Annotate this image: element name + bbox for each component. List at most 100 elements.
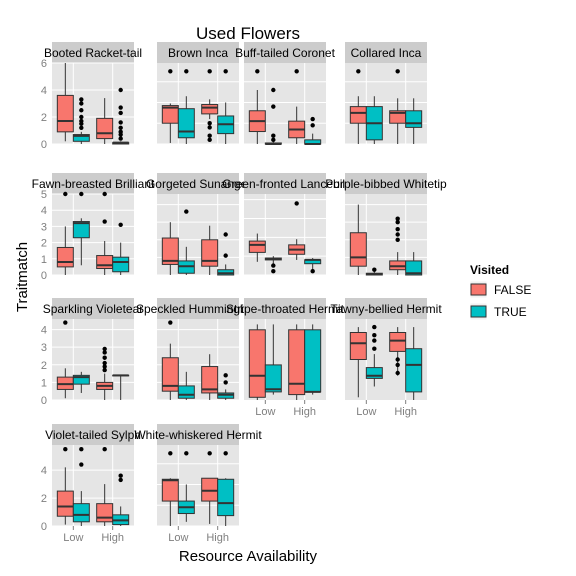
facet-strip (52, 424, 134, 445)
outlier-point (271, 104, 276, 109)
outlier-point (223, 69, 228, 74)
box-body (264, 364, 282, 393)
box-high-true (217, 451, 235, 526)
legend-label-true: TRUE (494, 305, 527, 319)
legend-label-false: FALSE (494, 283, 531, 297)
box-low-true (264, 87, 282, 145)
legend-key-true (470, 305, 487, 318)
outlier-point (207, 133, 212, 138)
outlier-point (356, 69, 361, 74)
facet-strip-label: Purple-bibbed Whitetip (325, 177, 447, 191)
outlier-point (79, 118, 84, 124)
y-tick-label: 3 (41, 221, 47, 233)
facet-strip-label: Stripe-throated Hermit (226, 302, 345, 316)
box-high-true (217, 373, 235, 400)
outlier-point (79, 125, 84, 130)
facet-panel-stripe-throated-hermit: Stripe-throated Hermit Low High (226, 298, 345, 418)
y-tick-label: 0 (41, 270, 47, 282)
box-high-false (288, 69, 306, 144)
facet-strip (244, 42, 326, 63)
box-body (288, 329, 306, 396)
box-high-false (288, 201, 306, 260)
box-high-true (405, 252, 423, 276)
box-low-false (161, 451, 179, 526)
outlier-point (79, 114, 84, 120)
facet-strip-label: Tawny-bellied Hermit (330, 302, 442, 316)
box-high-false (96, 446, 114, 526)
box-low-false (56, 63, 74, 142)
outlier-point (184, 209, 189, 214)
box-body (96, 117, 114, 140)
outlier-point (118, 125, 123, 130)
y-tick-label: 4 (41, 85, 47, 97)
box-body (177, 108, 195, 139)
y-tick-label: 4 (41, 325, 47, 337)
box-body (72, 503, 90, 523)
outlier-point (102, 360, 107, 366)
box-high-true (112, 374, 130, 400)
box-low-false (161, 69, 179, 143)
facet-strip (345, 173, 427, 194)
box-low-true (72, 191, 90, 266)
panel-background (345, 63, 427, 144)
box-low-false (56, 446, 74, 525)
facet-strip-label: Violet-tailed Sylph (45, 428, 141, 442)
box-high-true (217, 69, 235, 144)
facet-panel-violet-tailed-sylph: Violet-tailed Sylph 0 2 4 Low High (41, 424, 141, 544)
x-tick-label: Low (63, 532, 83, 544)
y-tick-label: 3 (41, 342, 47, 354)
box-low-true (72, 97, 90, 144)
chart-title: Used Flowers (196, 24, 300, 43)
box-body (112, 256, 130, 273)
box-high-true (112, 473, 130, 526)
box-low-false (161, 320, 179, 400)
x-tick-label: Low (356, 406, 376, 418)
box-body (201, 104, 219, 115)
box-low-true (264, 324, 282, 395)
facet-strip-label: Green-fronted Lancebill (222, 177, 347, 191)
box-body (248, 240, 266, 253)
outlier-point (63, 446, 68, 452)
outlier-point (372, 346, 377, 351)
outlier-point (102, 346, 107, 352)
box-low-true (72, 371, 90, 393)
box-low-false (248, 233, 266, 262)
box-low-false (56, 191, 74, 275)
box-low-true (177, 69, 195, 144)
outlier-point (79, 191, 84, 197)
box-high-false (201, 225, 219, 275)
box-body (72, 134, 90, 142)
box-body (177, 385, 195, 399)
y-tick-label: 6 (41, 58, 47, 70)
outlier-point (372, 267, 377, 272)
facet-strip (244, 173, 326, 194)
outlier-point (271, 133, 276, 138)
x-tick-label: High (394, 406, 417, 418)
outlier-point (271, 137, 276, 143)
y-tick-label: 0 (41, 139, 47, 151)
box-body (349, 106, 367, 124)
box-high-false (201, 69, 219, 143)
outlier-point (395, 232, 400, 237)
outlier-point (118, 120, 123, 125)
facet-strip (345, 298, 427, 319)
outlier-point (207, 121, 212, 126)
box-body (56, 246, 74, 268)
box-body (405, 348, 423, 393)
box-body (304, 329, 322, 393)
outlier-point (271, 263, 276, 268)
box-low-false (349, 69, 367, 144)
facet-strip (157, 173, 239, 194)
facet-strip (157, 42, 239, 63)
outlier-point (168, 451, 173, 456)
box-high-false (201, 451, 219, 524)
facet-panel-white-whiskered-hermit: White-whiskered Hermit Low High (134, 424, 262, 544)
outlier-point (207, 69, 212, 74)
legend-title: Visited (470, 263, 509, 277)
y-tick-label: 2 (41, 238, 47, 250)
outlier-point (102, 219, 107, 224)
facet-panels: Booted Racket-tail 0 2 4 6 Brown Inca Buff-tai… (32, 42, 447, 544)
outlier-point (310, 116, 315, 122)
facet-strip (52, 173, 134, 194)
